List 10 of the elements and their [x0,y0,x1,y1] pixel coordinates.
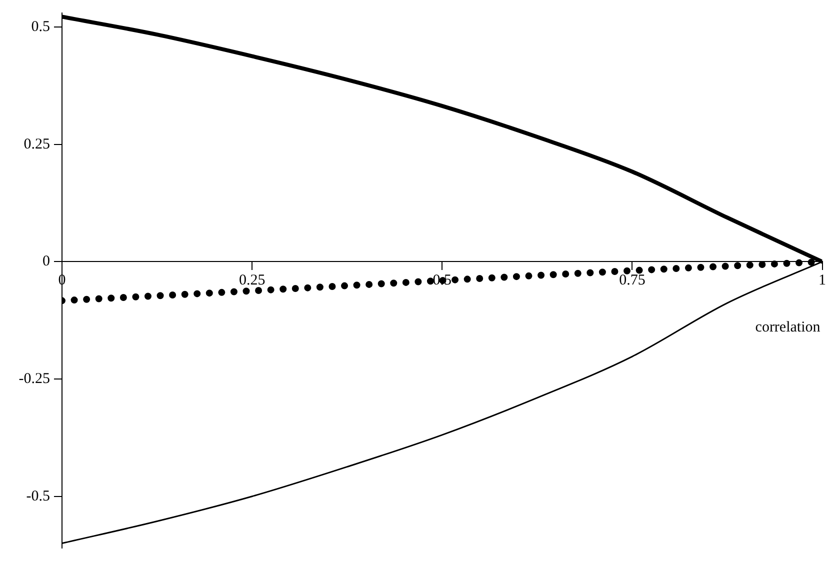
x-axis-title: correlation [755,320,821,336]
y-tick-label: -0.5 [26,488,50,504]
x-tick-label: 0.25 [238,272,266,289]
x-tick-label: 0.5 [432,272,452,289]
y-tick-label: 0 [42,254,50,270]
y-tick-label: 0.25 [24,136,50,152]
y-tick-label: -0.25 [18,370,50,387]
x-tick-label: 1 [818,272,826,289]
x-tick-label: 0.75 [619,272,646,289]
y-tick-label: 0.5 [31,19,50,36]
